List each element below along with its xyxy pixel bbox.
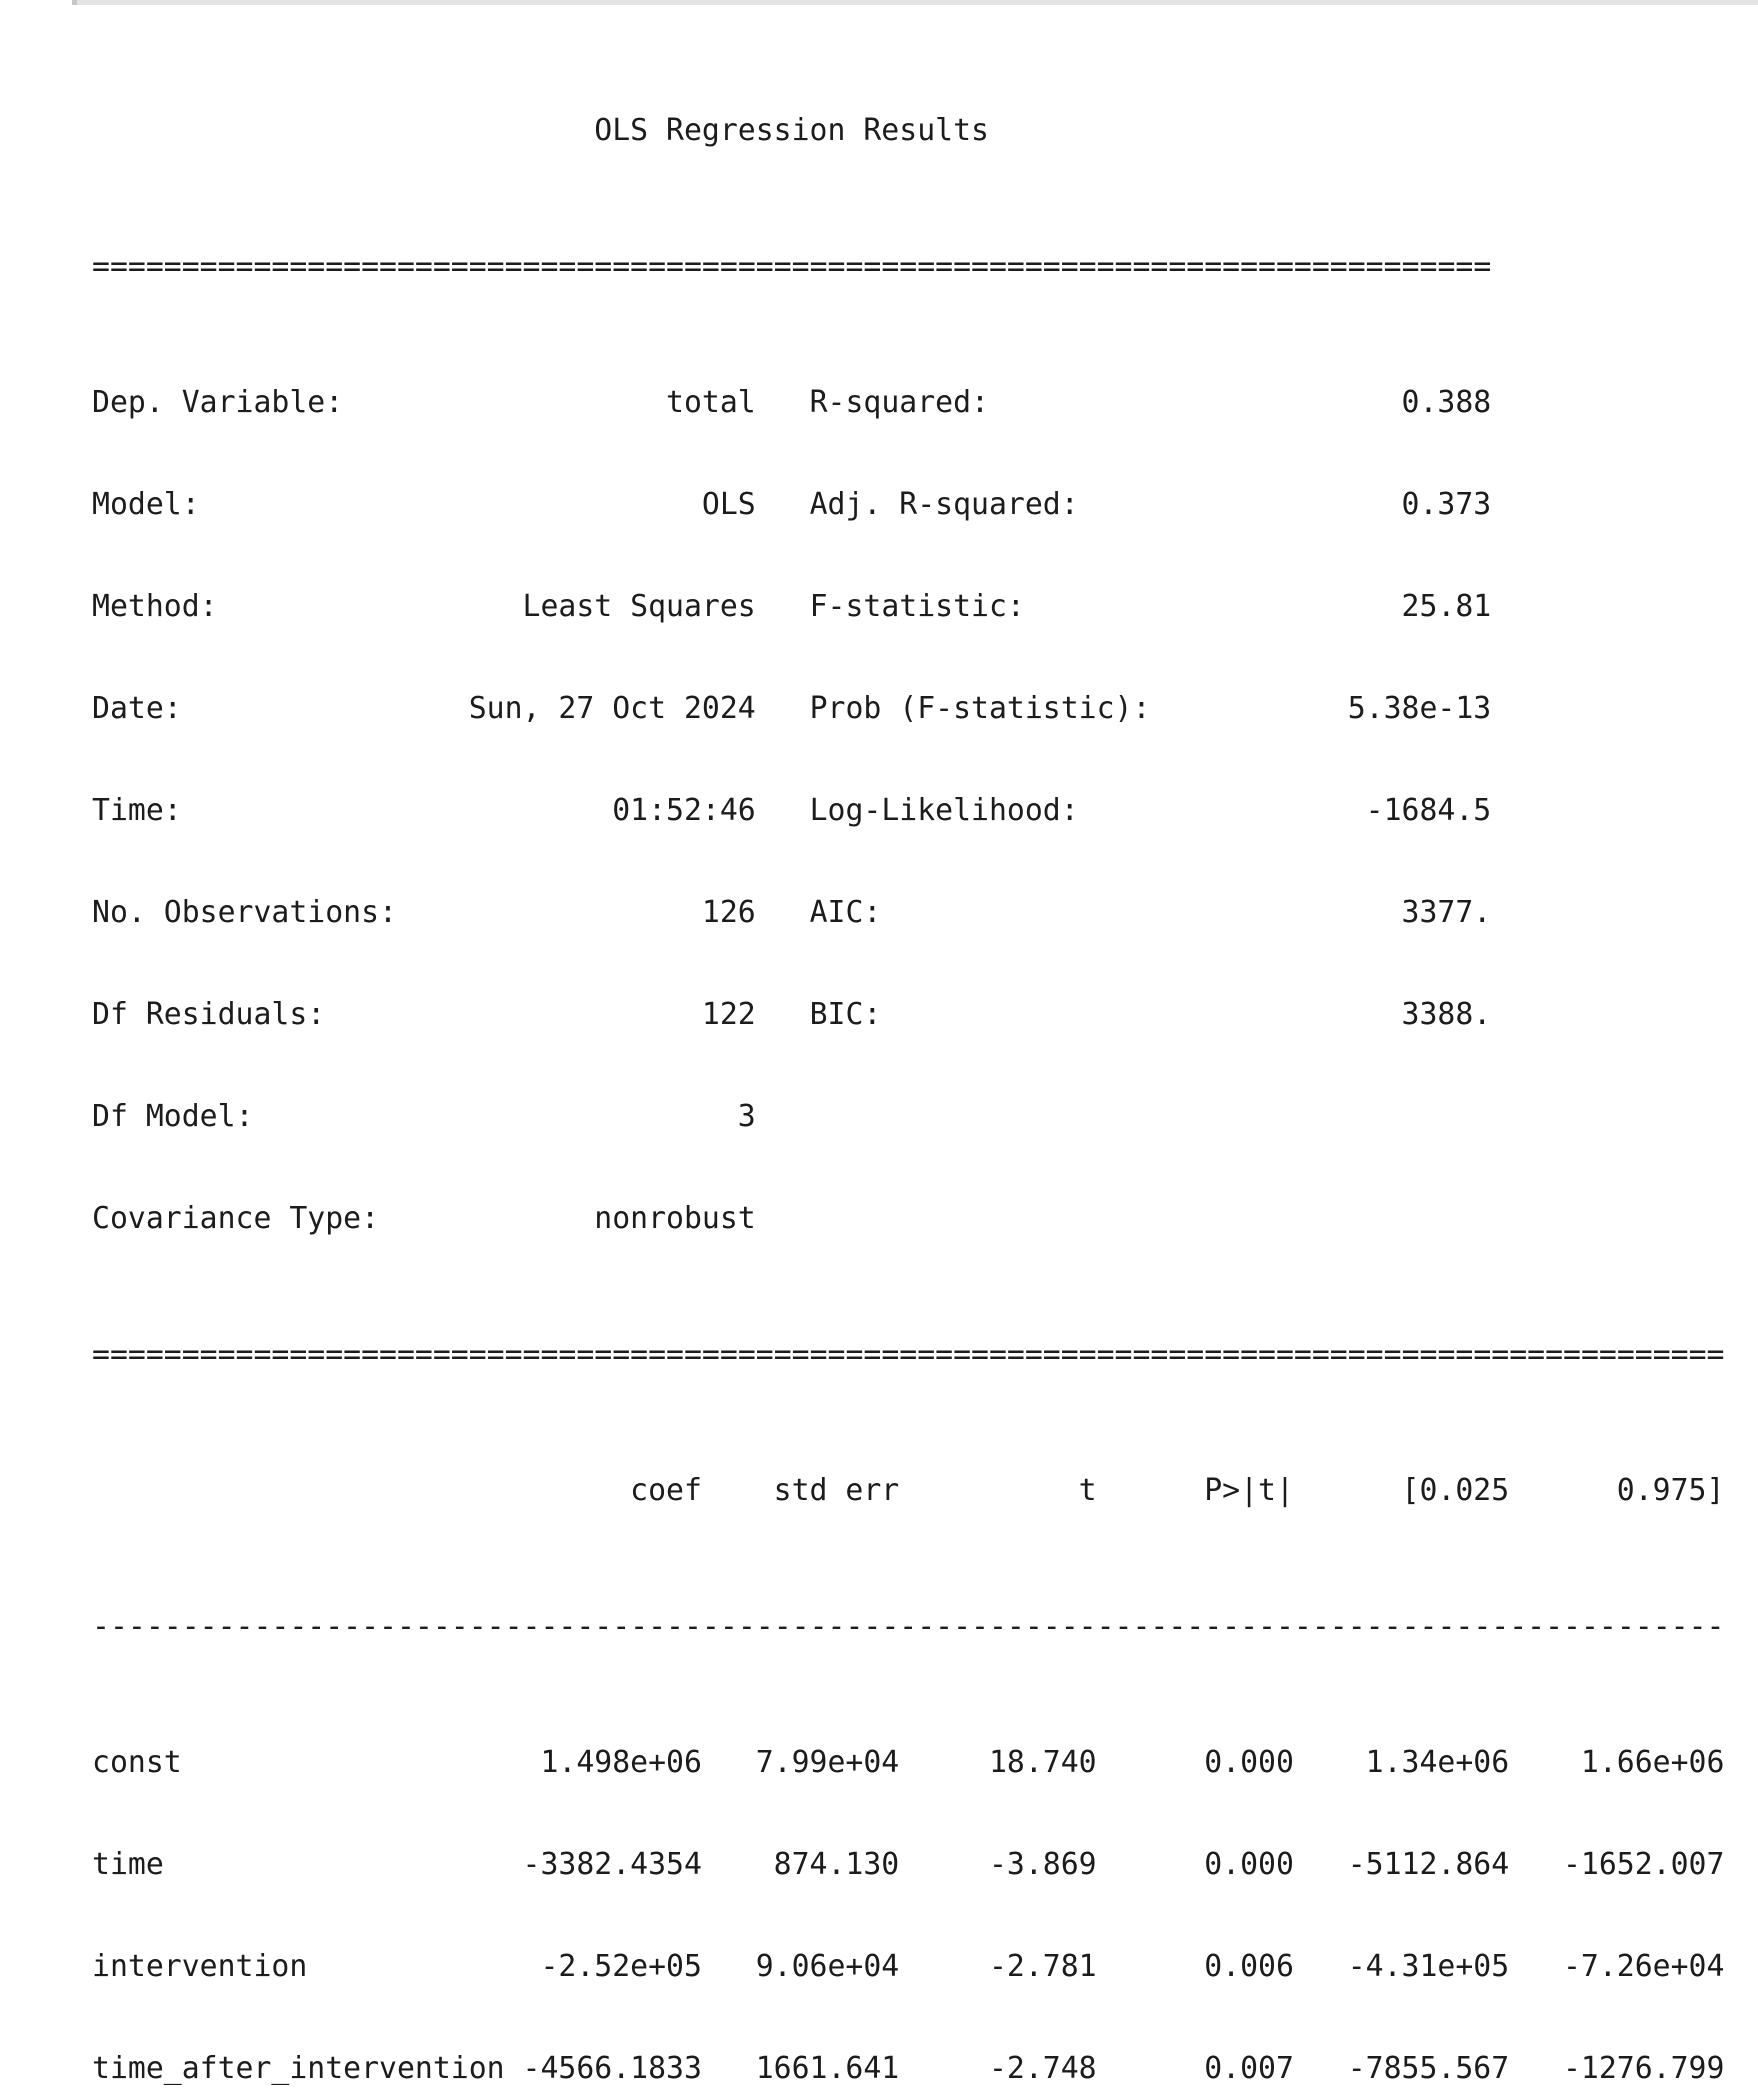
info-value: -1684.5 [1365, 793, 1492, 828]
info-value: 122 [701, 997, 756, 1032]
info-value: 25.81 [1401, 589, 1492, 624]
info-label: F-statistic: [809, 589, 1025, 624]
ci-high-value: -1652.007 [1562, 1847, 1725, 1882]
info-row-date: Date: Sun, 27 Oct 2024 Prob (F-statistic):… [92, 692, 1724, 726]
coef-name: const [92, 1745, 182, 1780]
std-err-value: 7.99e+04 [755, 1745, 900, 1780]
ols-regression-results-output: OLS Regression Results =================… [92, 12, 1724, 2088]
t-value: 18.740 [988, 1745, 1097, 1780]
info-label: Date: [92, 691, 182, 726]
coef-header-ci-high: 0.975] [1616, 1473, 1725, 1508]
info-value: 126 [701, 895, 756, 930]
coef-value: -4566.1833 [522, 2051, 702, 2086]
info-value: nonrobust [594, 1201, 756, 1236]
separator-single: ----------------------------------------… [92, 1609, 1725, 1644]
info-label: Df Residuals: [92, 997, 326, 1032]
coef-row-time: time -3382.4354 874.130 -3.869 0.000 -5112.86… [92, 1848, 1724, 1882]
t-value: -2.748 [988, 2051, 1097, 2086]
info-label: Log-Likelihood: [809, 793, 1079, 828]
info-label: Adj. R-squared: [809, 487, 1079, 522]
info-value: total [666, 385, 756, 420]
std-err-value: 874.130 [773, 1847, 900, 1882]
info-label: Dep. Variable: [92, 385, 344, 420]
ci-high-value: -1276.799 [1562, 2051, 1725, 2086]
info-value: 3388. [1401, 997, 1492, 1032]
info-label: Df Model: [92, 1099, 254, 1134]
info-row-method: Method: Least Squares F-statistic: 25.81 [92, 590, 1724, 624]
p-value: 0.000 [1204, 1745, 1294, 1780]
ci-low-value: -7855.567 [1347, 2051, 1510, 2086]
info-label: Model: [92, 487, 200, 522]
t-value: -2.781 [988, 1949, 1097, 1984]
info-row-observations: No. Observations: 126 AIC: 3377. [92, 896, 1724, 930]
info-label: Time: [92, 793, 182, 828]
info-label: No. Observations: [92, 895, 397, 930]
p-value: 0.000 [1204, 1847, 1294, 1882]
info-value: Least Squares [522, 589, 756, 624]
separator-double: ========================================… [92, 249, 1492, 284]
coef-name: intervention [92, 1949, 308, 1984]
coef-header-t: t [1078, 1473, 1097, 1508]
info-label: R-squared: [809, 385, 989, 420]
coef-value: -3382.4354 [522, 1847, 702, 1882]
separator-double: ========================================… [92, 1337, 1725, 1372]
report-title: OLS Regression Results [594, 113, 989, 148]
ci-low-value: -5112.864 [1347, 1847, 1510, 1882]
info-value: Sun, 27 Oct 2024 [468, 691, 756, 726]
info-value: 5.38e-13 [1347, 691, 1492, 726]
info-row-covariance-type: Covariance Type: nonrobust [92, 1202, 1724, 1236]
p-value: 0.007 [1204, 2051, 1294, 2086]
coef-value: 1.498e+06 [540, 1745, 702, 1780]
info-row-model: Model: OLS Adj. R-squared: 0.373 [92, 488, 1724, 522]
info-value: OLS [701, 487, 756, 522]
coef-value: -2.52e+05 [540, 1949, 702, 1984]
info-row-df-residuals: Df Residuals: 122 BIC: 3388. [92, 998, 1724, 1032]
info-value: 3377. [1401, 895, 1492, 930]
coef-header-coef: coef [630, 1473, 702, 1508]
coef-header-std-err: std err [773, 1473, 900, 1508]
info-label: AIC: [809, 895, 882, 930]
p-value: 0.006 [1204, 1949, 1294, 1984]
coef-name: time_after_intervention [92, 2051, 505, 2086]
info-label: Prob (F-statistic): [809, 691, 1151, 726]
info-row-df-model: Df Model: 3 [92, 1100, 1724, 1134]
ci-low-value: 1.34e+06 [1365, 1745, 1510, 1780]
coef-name: time [92, 1847, 164, 1882]
notebook-cell-border-cap [72, 0, 77, 5]
ci-high-value: -7.26e+04 [1562, 1949, 1725, 1984]
info-value: 0.388 [1401, 385, 1492, 420]
info-value: 01:52:46 [612, 793, 756, 828]
info-label: Covariance Type: [92, 1201, 380, 1236]
info-row-time: Time: 01:52:46 Log-Likelihood: -1684.5 [92, 794, 1724, 828]
coef-table-header: coef std err t P>|t| [0.025 0.975] [92, 1474, 1724, 1508]
coef-header-p: P>|t| [1204, 1473, 1294, 1508]
std-err-value: 9.06e+04 [755, 1949, 900, 1984]
info-row-dep-variable: Dep. Variable: total R-squared: 0.388 [92, 386, 1724, 420]
coef-row-time-after-intervention: time_after_intervention -4566.1833 1661.64… [92, 2052, 1724, 2086]
notebook-cell-border [72, 0, 1758, 5]
info-label: Method: [92, 589, 218, 624]
coef-row-const: const 1.498e+06 7.99e+04 18.740 0.000 1.34e+0… [92, 1746, 1724, 1780]
ci-high-value: 1.66e+06 [1580, 1745, 1725, 1780]
info-label: BIC: [809, 997, 882, 1032]
std-err-value: 1661.641 [755, 2051, 900, 2086]
ci-low-value: -4.31e+05 [1347, 1949, 1510, 1984]
coef-header-ci-low: [0.025 [1401, 1473, 1510, 1508]
coef-row-intervention: intervention -2.52e+05 9.06e+04 -2.781 0.006… [92, 1950, 1724, 1984]
t-value: -3.869 [988, 1847, 1097, 1882]
info-value: 3 [737, 1099, 756, 1134]
info-value: 0.373 [1401, 487, 1492, 522]
